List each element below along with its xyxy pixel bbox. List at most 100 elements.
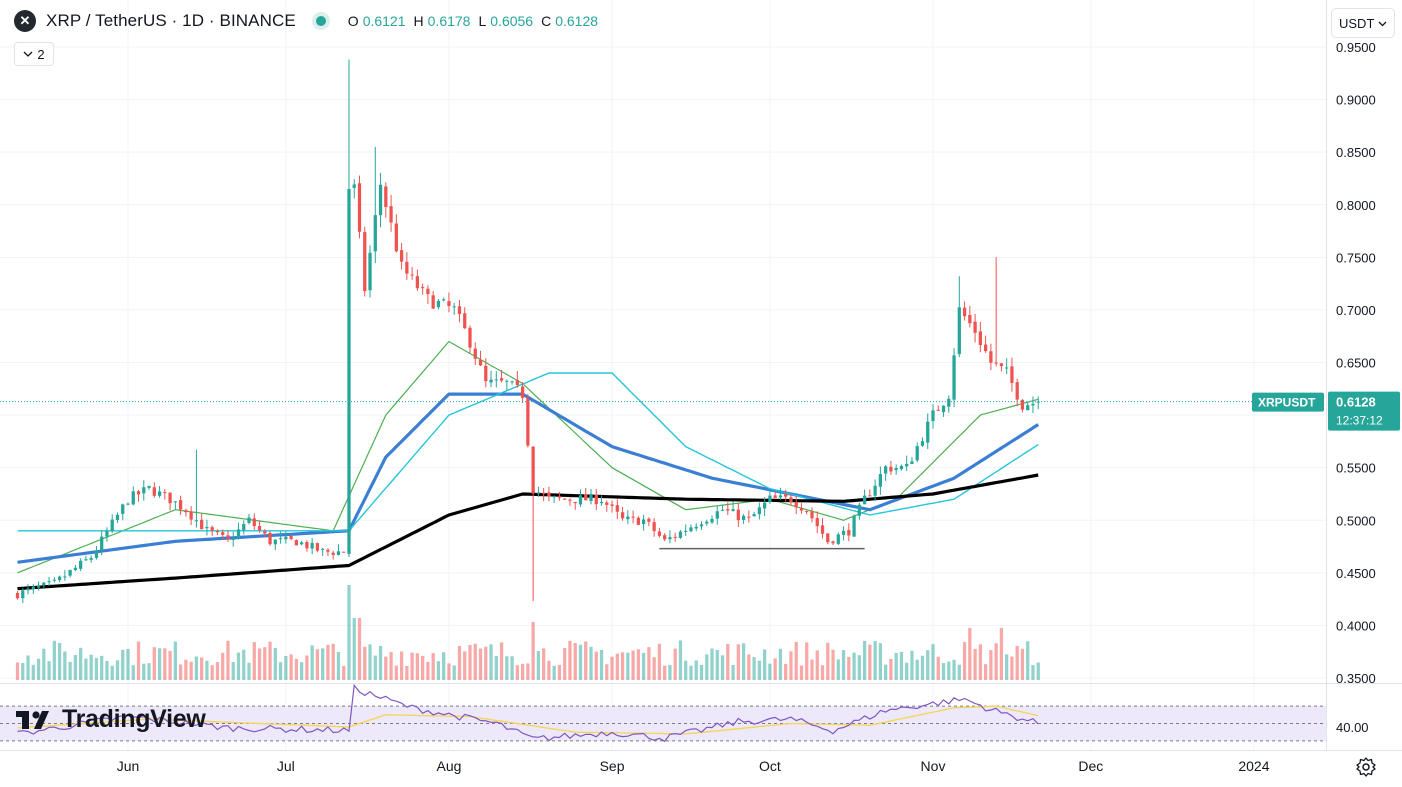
candle-body — [615, 505, 619, 512]
candle-body — [410, 274, 414, 276]
volume-bar — [515, 665, 519, 680]
candle-body — [452, 306, 456, 308]
volume-bar — [1026, 641, 1030, 680]
volume-bar — [142, 663, 146, 680]
symbol-title[interactable]: XRP / TetherUS · 1D · BINANCE — [46, 11, 296, 30]
volume-bars — [15, 585, 1040, 680]
candle-body — [257, 526, 262, 531]
candle-body — [463, 313, 467, 329]
candle-body — [110, 519, 114, 532]
quote-currency-value: USDT — [1339, 15, 1375, 31]
candle-body — [142, 487, 146, 494]
candle-body — [357, 183, 362, 232]
candle-body — [947, 398, 951, 407]
candle-body — [431, 295, 435, 309]
candle-body — [205, 526, 209, 529]
volume-bar — [331, 643, 335, 680]
candle-body — [268, 533, 272, 545]
candle-body — [657, 531, 662, 536]
candle-body — [636, 517, 640, 525]
candle-body — [620, 512, 625, 519]
moving-average-line — [17, 340, 1039, 574]
candle-body — [121, 504, 125, 514]
volume-bar — [1036, 662, 1040, 680]
candle-body — [526, 398, 530, 446]
volume-bar — [752, 657, 756, 680]
candle-body — [715, 511, 719, 519]
volume-bar — [810, 659, 814, 680]
xrp-logo-icon: ✕ — [14, 10, 36, 32]
volume-bar — [999, 628, 1004, 680]
volume-bar — [510, 656, 514, 680]
candle-body — [663, 535, 667, 540]
volume-bar — [705, 654, 709, 680]
volume-bar — [326, 644, 330, 680]
quote-currency-select[interactable]: USDT — [1331, 8, 1395, 38]
candle-body — [263, 531, 267, 534]
candle-body — [210, 527, 214, 531]
volume-bar — [310, 645, 314, 680]
candle-body — [989, 351, 993, 363]
chevron-down-icon — [23, 51, 33, 57]
volume-bar — [52, 640, 56, 680]
ohlc-values: O 0.6121 H 0.6178 L 0.6056 C 0.6128 — [348, 13, 602, 29]
volume-bar — [994, 643, 998, 680]
volume-bar — [794, 641, 798, 680]
volume-bar — [294, 658, 298, 680]
candle-body — [641, 519, 646, 525]
volume-bar — [520, 663, 525, 680]
candle-body — [131, 491, 135, 505]
candle-body — [689, 527, 693, 532]
volume-bar — [1020, 648, 1025, 680]
volume-bar — [136, 641, 141, 680]
indicators-collapse-button[interactable]: 2 — [14, 42, 54, 66]
volume-bar — [773, 658, 777, 680]
candle-body — [862, 495, 867, 505]
volume-bar — [436, 661, 441, 680]
candle-body — [36, 586, 41, 588]
candle-body — [694, 526, 698, 529]
candle-body — [510, 381, 514, 383]
volume-bar — [47, 661, 51, 680]
y-tick-label: 0.9500 — [1336, 40, 1376, 55]
volume-bar — [410, 652, 414, 680]
volume-bar — [473, 643, 477, 680]
candle-body — [731, 509, 735, 512]
volume-bar — [152, 647, 156, 680]
candle-body — [426, 288, 430, 294]
grid-lines — [0, 0, 1326, 750]
volume-bar — [957, 664, 961, 680]
volume-bar — [126, 648, 130, 680]
candle-body — [920, 441, 925, 446]
candle-body — [168, 492, 172, 504]
volume-bar — [852, 652, 856, 680]
volume-bar — [147, 663, 151, 680]
candle-body — [789, 497, 793, 503]
last-price-countdown: 12:37:12 — [1336, 414, 1383, 428]
low-value: 0.6056 — [490, 13, 534, 29]
volume-bar — [1005, 654, 1009, 680]
y-tick-label: 0.8000 — [1336, 198, 1376, 213]
candle-body — [163, 492, 167, 494]
volume-bar — [899, 651, 904, 680]
candle-body — [547, 492, 551, 497]
gear-icon[interactable] — [1355, 756, 1377, 778]
candle-body — [100, 536, 104, 551]
tradingview-logo[interactable]: TradingView — [16, 705, 206, 734]
candle-body — [273, 539, 277, 545]
candle-body — [810, 511, 814, 519]
volume-bar — [784, 663, 788, 680]
x-tick-label: Aug — [436, 758, 461, 774]
candle-body — [352, 184, 356, 188]
y-tick-label: 0.8500 — [1336, 145, 1376, 160]
rsi-tick-label: 40.00 — [1336, 720, 1369, 735]
volume-bar — [968, 628, 972, 680]
candle-body — [399, 250, 404, 262]
candle-body — [294, 540, 298, 546]
y-tick-label: 0.3500 — [1336, 671, 1376, 686]
candle-body — [468, 327, 472, 348]
candle-body — [389, 206, 393, 223]
volume-bar — [910, 650, 914, 680]
market-status-icon[interactable] — [315, 16, 326, 26]
